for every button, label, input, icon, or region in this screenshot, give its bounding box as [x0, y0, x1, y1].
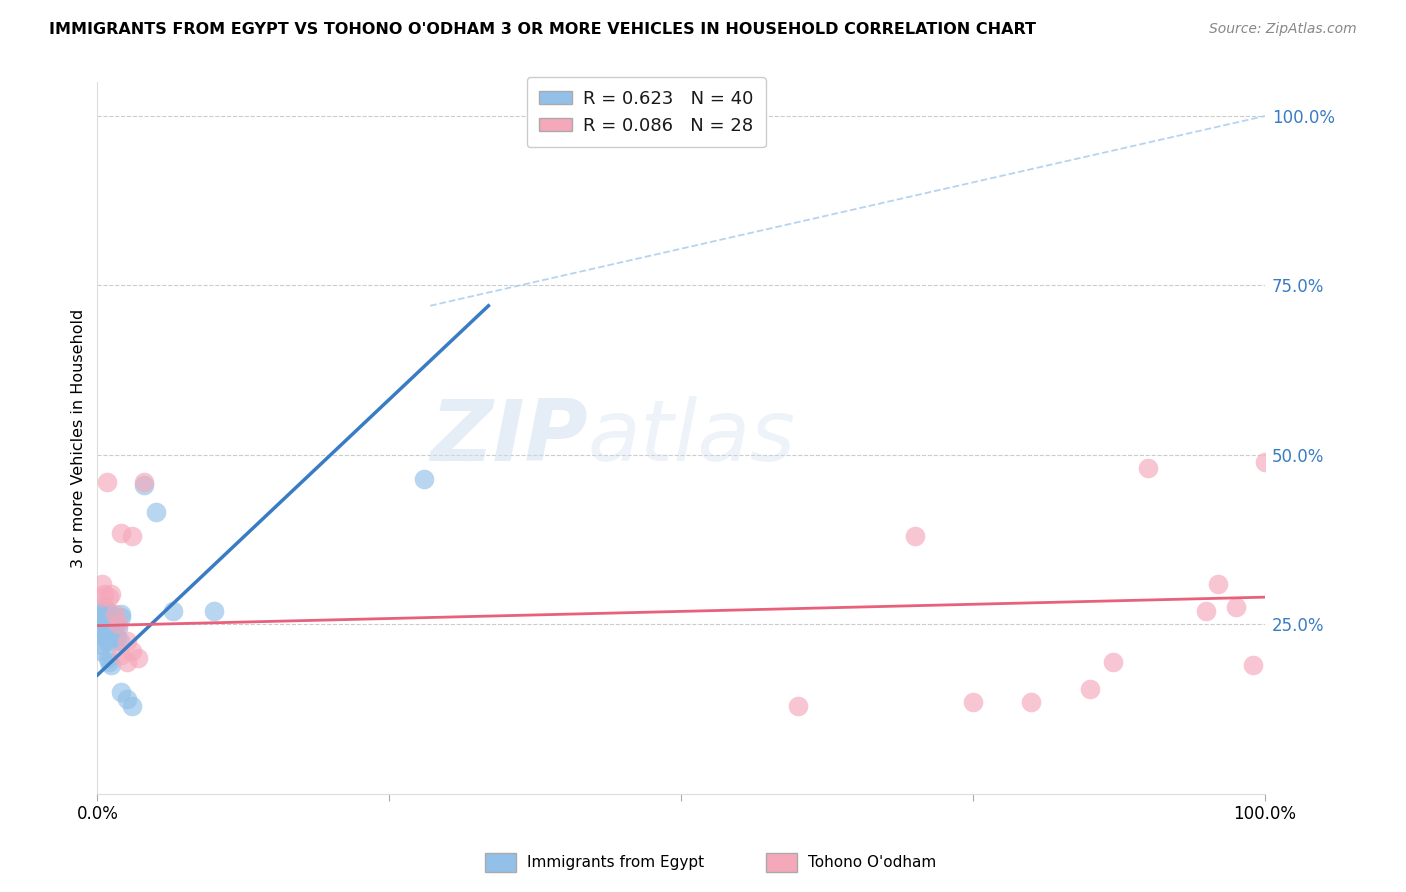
Point	[91, 604, 114, 618]
Point	[103, 621, 125, 635]
Text: Source: ZipAtlas.com: Source: ZipAtlas.com	[1209, 22, 1357, 37]
Point	[110, 525, 132, 540]
Point	[96, 607, 118, 621]
Point	[1195, 604, 1218, 618]
Point	[100, 587, 122, 601]
Point	[91, 576, 114, 591]
Point	[413, 472, 436, 486]
Point	[94, 614, 117, 628]
Point	[97, 604, 120, 618]
Point	[145, 505, 167, 519]
Point	[127, 651, 149, 665]
Point	[202, 604, 225, 618]
Point	[105, 631, 128, 645]
Point	[1078, 681, 1101, 696]
Point	[98, 655, 121, 669]
Point	[89, 607, 111, 621]
Point	[96, 475, 118, 489]
Point	[121, 529, 143, 543]
Point	[90, 621, 112, 635]
Point	[1241, 657, 1264, 672]
Point	[89, 644, 111, 658]
Point	[97, 651, 120, 665]
Point	[132, 475, 155, 489]
Point	[162, 604, 184, 618]
Point	[91, 627, 114, 641]
Text: ZIP: ZIP	[430, 396, 588, 479]
Point	[1254, 455, 1277, 469]
Point	[962, 695, 984, 709]
Point	[93, 624, 115, 638]
Point	[132, 478, 155, 492]
Point	[90, 638, 112, 652]
Y-axis label: 3 or more Vehicles in Household: 3 or more Vehicles in Household	[72, 309, 86, 567]
Point	[786, 698, 808, 713]
Point	[104, 607, 127, 621]
Point	[98, 607, 121, 621]
Point	[91, 627, 114, 641]
Point	[105, 617, 128, 632]
Point	[115, 691, 138, 706]
Point	[108, 634, 131, 648]
Point	[101, 621, 124, 635]
Point	[98, 617, 121, 632]
Point	[104, 610, 127, 624]
Text: IMMIGRANTS FROM EGYPT VS TOHONO O'ODHAM 3 OR MORE VEHICLES IN HOUSEHOLD CORRELAT: IMMIGRANTS FROM EGYPT VS TOHONO O'ODHAM …	[49, 22, 1036, 37]
Text: Tohono O'odham: Tohono O'odham	[808, 855, 936, 870]
Point	[121, 698, 143, 713]
Point	[1225, 600, 1247, 615]
Point	[110, 607, 132, 621]
Text: Immigrants from Egypt: Immigrants from Egypt	[527, 855, 704, 870]
Point	[93, 600, 115, 615]
Point	[110, 648, 132, 662]
Point	[104, 634, 127, 648]
Point	[98, 590, 121, 604]
Point	[110, 610, 132, 624]
Point	[1137, 461, 1160, 475]
Point	[110, 685, 132, 699]
Point	[100, 610, 122, 624]
Point	[115, 634, 138, 648]
Point	[1021, 695, 1043, 709]
Point	[93, 587, 115, 601]
Point	[91, 610, 114, 624]
Text: atlas: atlas	[588, 396, 796, 479]
Point	[91, 590, 114, 604]
Point	[121, 644, 143, 658]
Legend: R = 0.623   N = 40, R = 0.086   N = 28: R = 0.623 N = 40, R = 0.086 N = 28	[527, 77, 765, 147]
Point	[96, 634, 118, 648]
Point	[107, 617, 129, 632]
Point	[87, 614, 110, 628]
Point	[107, 621, 129, 635]
Point	[94, 631, 117, 645]
Point	[1206, 576, 1229, 591]
Point	[115, 655, 138, 669]
Point	[1102, 655, 1125, 669]
Point	[100, 657, 122, 672]
Point	[903, 529, 925, 543]
